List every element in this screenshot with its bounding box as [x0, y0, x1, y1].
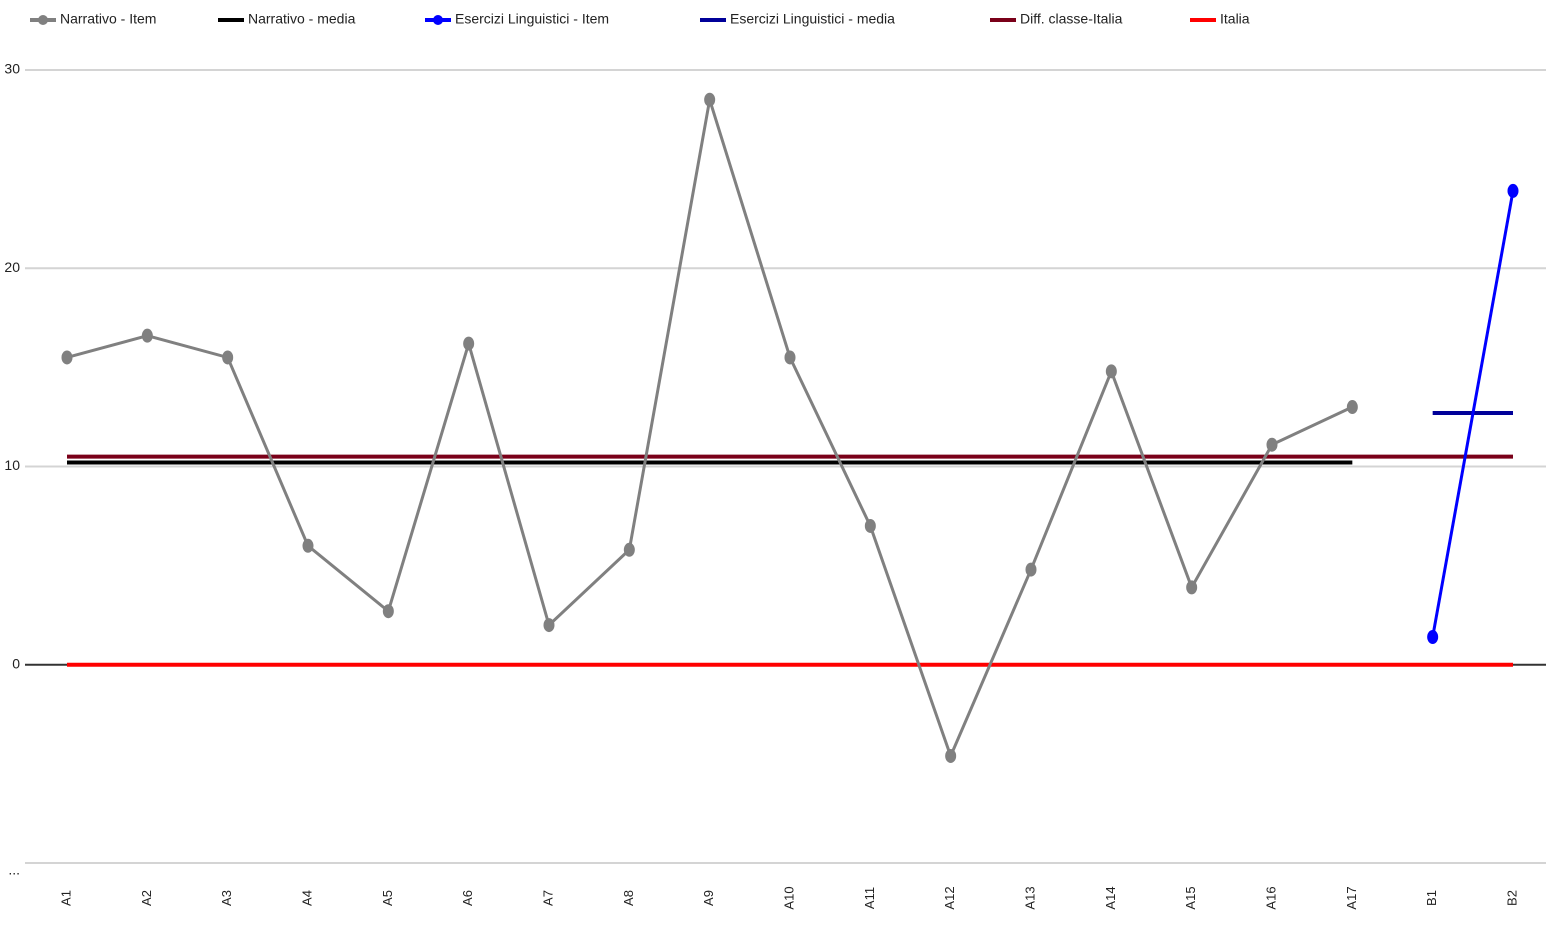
- series-line: [1431, 190, 1515, 638]
- x-tick-label: A7: [540, 890, 555, 906]
- x-tick-label: A15: [1183, 886, 1198, 909]
- data-point: [1427, 629, 1439, 644]
- y-tick-label: 10: [4, 457, 20, 473]
- data-point: [864, 518, 876, 533]
- x-tick-label: A17: [1344, 886, 1359, 909]
- y-tick-label: 30: [4, 61, 20, 77]
- data-point: [1346, 400, 1358, 415]
- legend-marker: [433, 15, 443, 25]
- data-point: [302, 538, 314, 553]
- data-point: [784, 350, 796, 365]
- data-point: [141, 328, 153, 343]
- legend-item: Italia: [1190, 11, 1250, 27]
- legend-item: Diff. classe-Italia: [990, 11, 1123, 27]
- x-tick-label: A8: [621, 890, 636, 906]
- data-point: [1186, 580, 1198, 595]
- legend-label: Esercizi Linguistici - media: [730, 11, 895, 27]
- legend-label: Narrativo - Item: [60, 11, 156, 27]
- data-point: [1507, 183, 1519, 198]
- data-point: [382, 604, 394, 619]
- x-tick-label: A11: [862, 887, 877, 909]
- x-tick-label: A16: [1263, 886, 1278, 909]
- legend-item: Esercizi Linguistici - Item: [425, 11, 609, 27]
- y-tick-label: ...: [8, 862, 20, 878]
- y-tick-label: 20: [4, 259, 20, 275]
- legend-item: Narrativo - media: [218, 11, 356, 27]
- data-point: [623, 542, 635, 557]
- x-tick-label: A5: [380, 890, 395, 906]
- series-line: [66, 99, 1353, 761]
- x-tick-label: B2: [1504, 890, 1519, 906]
- x-tick-label: A13: [1022, 886, 1037, 909]
- legend-label: Narrativo - media: [248, 11, 356, 27]
- x-tick-label: A1: [58, 890, 73, 906]
- x-tick-label: A12: [942, 886, 957, 909]
- data-point: [463, 336, 475, 351]
- data-point: [1266, 437, 1278, 452]
- x-tick-label: A14: [1103, 886, 1118, 909]
- x-tick-label: A3: [219, 890, 234, 906]
- y-tick-label: 0: [12, 655, 20, 671]
- data-point: [945, 748, 957, 763]
- data-point: [543, 618, 555, 633]
- x-tick-label: A9: [701, 890, 716, 906]
- data-point: [1105, 364, 1117, 379]
- legend-item: Esercizi Linguistici - media: [700, 11, 895, 27]
- x-tick-label: B1: [1424, 890, 1439, 906]
- legend-item: Narrativo - Item: [30, 11, 156, 27]
- legend-marker: [38, 15, 48, 25]
- x-tick-label: A6: [460, 890, 475, 906]
- legend-label: Diff. classe-Italia: [1020, 11, 1123, 27]
- data-point: [1025, 562, 1037, 577]
- x-tick-label: A10: [781, 886, 796, 909]
- x-tick-label: A2: [139, 890, 154, 906]
- legend-label: Esercizi Linguistici - Item: [455, 11, 609, 27]
- x-tick-label: A4: [299, 890, 314, 906]
- data-point: [222, 350, 234, 365]
- data-point: [704, 92, 716, 107]
- legend-label: Italia: [1220, 11, 1250, 27]
- data-point: [61, 350, 73, 365]
